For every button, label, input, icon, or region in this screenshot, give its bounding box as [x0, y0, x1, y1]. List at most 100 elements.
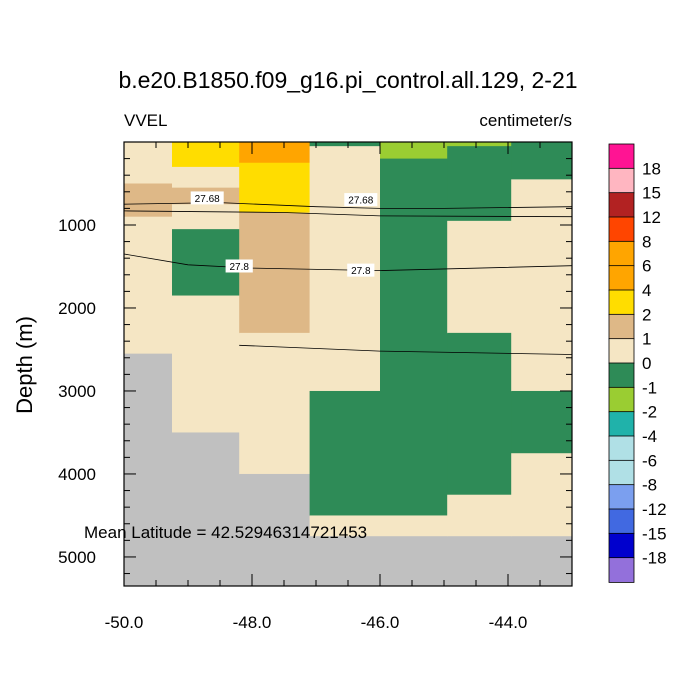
colorbar-swatch — [608, 386, 635, 413]
colorbar-label: -4 — [642, 427, 657, 446]
contour-label-bg — [344, 193, 378, 207]
contour-label-bg — [225, 259, 253, 273]
contour-label: 27.68 — [344, 193, 378, 207]
x-tick-label: -48.0 — [233, 613, 272, 632]
heatmap-cell — [172, 295, 240, 434]
colorbar-swatch — [608, 459, 635, 486]
axis-ticks: -50.0 -48.0 -46.0 -44.0 1000 2000 3000 4000 5000 — [58, 142, 572, 632]
contour-label-bg — [190, 191, 224, 205]
colorbar-swatch — [608, 411, 635, 437]
y-tick-label: 1000 — [58, 216, 96, 235]
colorbar-swatch — [608, 289, 635, 316]
colorbar-label: 12 — [642, 208, 661, 227]
contour-label-text: 27.68 — [195, 194, 220, 205]
plot-area: 27.68 27.68 27.8 27.8 Mean Latitude = 42.52… — [58, 141, 573, 632]
contour-label: 27.8 — [225, 259, 253, 273]
colorbar-label: 1 — [642, 330, 651, 349]
contour-label-text: 27.68 — [348, 196, 373, 207]
x-tick-label: -44.0 — [489, 613, 528, 632]
colorbar-swatch — [608, 435, 635, 462]
colorbar-label: 15 — [642, 184, 661, 203]
heatmap-cell — [172, 204, 240, 230]
heatmap-cell — [447, 332, 512, 496]
y-tick-label: 4000 — [58, 465, 96, 484]
contour-label: 27.68 — [190, 191, 224, 205]
colorbar-label: -8 — [642, 476, 657, 495]
heatmap-cell — [309, 142, 381, 147]
variable-label: VVEL — [124, 111, 167, 130]
land-mask-cell — [447, 536, 512, 586]
units-label: centimeter/s — [479, 111, 572, 130]
colorbar-label: -12 — [642, 500, 667, 519]
colorbar-label: -6 — [642, 451, 657, 470]
colorbar-label: 8 — [642, 232, 651, 251]
chart-title: b.e20.B1850.f09_g16.pi_control.all.129, … — [118, 67, 577, 93]
heatmap-cell — [309, 515, 381, 537]
land-mask-cell — [511, 536, 572, 586]
colorbar-swatch — [608, 508, 635, 535]
heatmap-cell — [511, 453, 572, 537]
heatmap-cell — [124, 183, 173, 218]
heatmap-cell — [380, 515, 448, 537]
y-tick-label: 3000 — [58, 382, 96, 401]
land-mask-cell — [309, 536, 381, 586]
y-tick-label: 5000 — [58, 548, 96, 567]
colorbar: 18 15 12 8 6 4 2 1 0 -1 -2 -4 -6 -8 -12 -15 -18 — [608, 143, 667, 583]
colorbar-swatch — [608, 338, 635, 364]
colorbar-label: 2 — [642, 305, 651, 324]
heatmap-cell — [239, 162, 311, 214]
land-mask-cell — [239, 473, 311, 586]
colorbar-swatch — [608, 167, 635, 194]
heatmap-cell — [239, 212, 311, 334]
x-tick-label: -50.0 — [105, 613, 144, 632]
colorbar-label: -2 — [642, 403, 657, 422]
heatmap-cell — [447, 142, 512, 147]
contour-label: 27.8 — [347, 263, 375, 277]
colorbar-swatch — [608, 362, 635, 389]
heatmap-cell — [239, 142, 311, 164]
colorbar-swatch — [608, 484, 635, 510]
colorbar-swatch — [608, 313, 635, 340]
heatmap-cell — [511, 142, 572, 180]
contour-lines: 27.68 27.68 27.8 27.8 — [124, 191, 572, 355]
heatmap-cell — [380, 158, 448, 517]
heatmap-cell — [447, 220, 512, 334]
heatmap-cell — [309, 390, 381, 517]
heatmap-cell — [447, 494, 512, 537]
heatmap-cell — [511, 179, 572, 392]
heatmap-cell — [239, 332, 311, 475]
colorbar-swatch — [608, 265, 635, 291]
contour-label-text: 27.8 — [351, 266, 371, 277]
heatmap-cell — [511, 390, 572, 454]
colorbar-label: -18 — [642, 549, 667, 568]
mean-latitude-annotation: Mean Latitude = 42.52946314721453 — [84, 523, 367, 542]
heatmap-cells — [124, 142, 572, 586]
colorbar-swatch — [608, 143, 635, 170]
colorbar-swatch — [608, 532, 635, 559]
colorbar-label: 0 — [642, 354, 651, 373]
x-tick-label: -46.0 — [361, 613, 400, 632]
heatmap-cell — [447, 146, 512, 222]
colorbar-label: 18 — [642, 159, 661, 178]
y-tick-label: 2000 — [58, 299, 96, 318]
heatmap-cell — [124, 216, 173, 355]
heatmap-cell — [124, 142, 173, 185]
colorbar-swatch — [608, 216, 635, 243]
colorbar-label: 4 — [642, 281, 651, 300]
colorbar-swatch — [608, 192, 635, 218]
colorbar-swatch — [608, 557, 635, 583]
land-mask-cell — [380, 536, 448, 586]
land-mask-cell — [172, 432, 240, 586]
colorbar-label: -1 — [642, 378, 657, 397]
contour-line — [124, 210, 572, 218]
heatmap-cell — [172, 142, 240, 168]
colorbar-label: -15 — [642, 524, 667, 543]
contour-label-bg — [347, 263, 375, 277]
land-mask-cell — [124, 353, 173, 586]
contour-line — [239, 344, 572, 355]
contour-label-text: 27.8 — [229, 262, 249, 273]
colorbar-label: 6 — [642, 257, 651, 276]
heatmap-cell — [172, 166, 240, 189]
heatmap-cell — [380, 142, 448, 160]
